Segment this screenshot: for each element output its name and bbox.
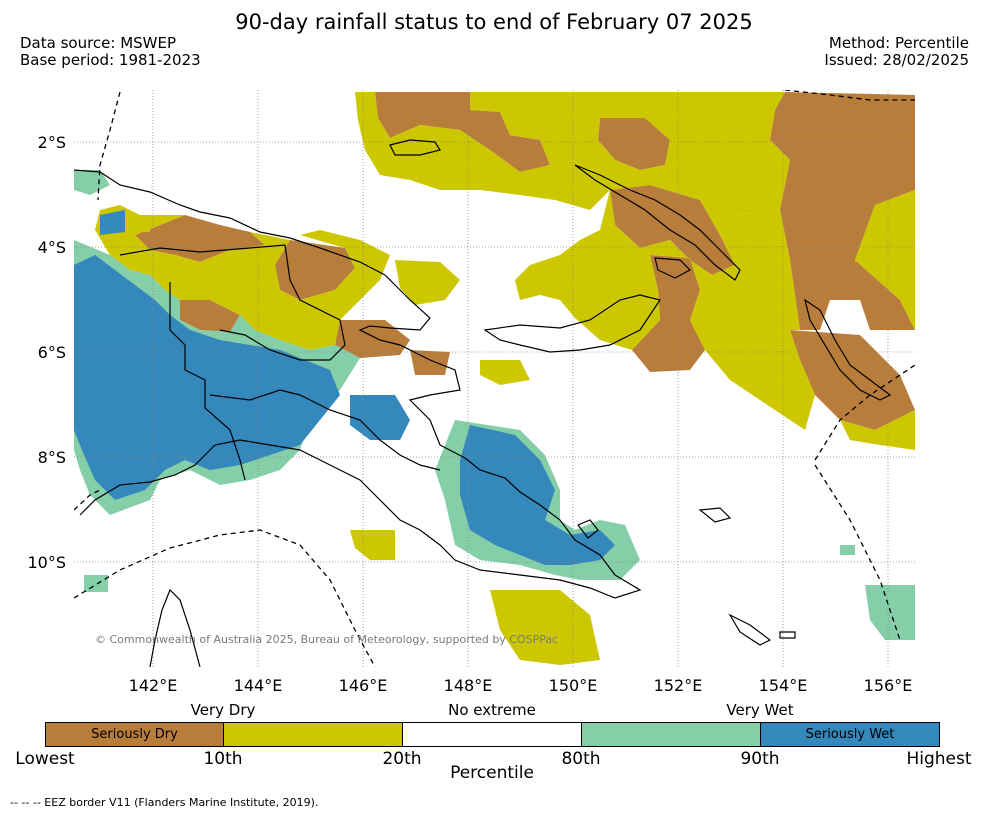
very-wet-region: [840, 545, 855, 555]
island-coast: [654, 257, 691, 279]
map-title: 90-day rainfall status to end of Februar…: [235, 10, 753, 34]
latitude-labels: 2°S 4°S 6°S 8°S 10°S: [27, 133, 66, 572]
island-coast: [577, 519, 599, 539]
issued-date: Issued: 28/02/2025: [824, 51, 969, 69]
seriously-dry-region: [790, 330, 915, 430]
rainfall-field: [74, 92, 915, 665]
province-border: [119, 244, 346, 361]
colorbar-tick: Highest: [906, 749, 972, 769]
very-wet-region: [74, 170, 110, 195]
colorbar-tick: 80th: [561, 749, 601, 769]
new-britain-coast: [483, 294, 661, 353]
legend-category-no-extreme: No extreme: [448, 701, 536, 719]
lat-label: 8°S: [38, 448, 66, 467]
lat-label: 4°S: [38, 238, 66, 257]
seriously-dry-region: [375, 92, 550, 172]
seriously-wet-region: [460, 425, 615, 565]
island-coast: [698, 507, 732, 523]
lon-label: 146°E: [339, 676, 388, 695]
very-dry-region: [855, 190, 915, 330]
coastlines: [74, 139, 892, 667]
data-source: Data source: MSWEP: [20, 34, 177, 52]
colorbar-segment-no-extreme: [403, 723, 582, 746]
colorbar: Seriously Dry Seriously Wet: [45, 722, 940, 747]
metadata-right: Method: Percentile Issued: 28/02/2025: [824, 35, 969, 69]
island-coast: [728, 613, 772, 646]
colorbar-tick: 90th: [740, 749, 780, 769]
very-dry-region: [350, 530, 395, 560]
png-border: [169, 282, 246, 481]
colorbar-title: Percentile: [450, 763, 534, 783]
very-wet-region: [84, 575, 108, 592]
lat-label: 10°S: [27, 553, 66, 572]
very-dry-region: [120, 218, 150, 232]
seriously-dry-region: [180, 300, 240, 332]
lon-label: 144°E: [234, 676, 283, 695]
seriously-wet-region: [100, 210, 125, 235]
very-dry-region: [490, 590, 600, 665]
manus-coast: [389, 139, 441, 156]
very-dry-region: [355, 92, 790, 235]
eez-border: [74, 90, 915, 667]
very-dry-region: [840, 410, 915, 450]
lat-label: 2°S: [38, 133, 66, 152]
seriously-dry-region: [770, 92, 915, 330]
colorbar-segment-very-wet: [582, 723, 761, 746]
lon-label: 148°E: [444, 676, 493, 695]
colorbar-segment-label: Seriously Wet: [805, 727, 895, 742]
method: Method: Percentile: [828, 34, 969, 52]
eez-footnote: -- -- -- EEZ border V11 (Flanders Marine…: [10, 796, 319, 809]
colorbar-segment-very-dry: [224, 723, 403, 746]
very-dry-region: [515, 190, 815, 430]
longitude-labels: 142°E 144°E 146°E 148°E 150°E 152°E 154°…: [129, 676, 913, 695]
legend-category-very-wet: Very Wet: [726, 701, 794, 719]
very-dry-region: [395, 260, 460, 305]
lon-label: 152°E: [654, 676, 703, 695]
very-wet-region: [865, 585, 915, 640]
new-ireland-coast: [574, 164, 741, 281]
bougainville-coast: [804, 298, 892, 401]
colorbar-tick: 20th: [382, 749, 422, 769]
seriously-dry-region: [410, 350, 450, 375]
gridlines: [74, 90, 915, 667]
lon-label: 142°E: [129, 676, 178, 695]
colorbar-tick: Lowest: [15, 749, 75, 769]
seriously-dry-region: [598, 118, 670, 170]
lon-label: 154°E: [759, 676, 808, 695]
lon-label: 150°E: [549, 676, 598, 695]
lon-label: 156°E: [864, 676, 913, 695]
seriously-dry-region: [632, 255, 705, 372]
colorbar-tick: 10th: [203, 749, 243, 769]
copyright-notice: © Commonwealth of Australia 2025, Bureau…: [95, 633, 559, 646]
lat-label: 6°S: [38, 343, 66, 362]
seriously-wet-region: [350, 395, 410, 440]
very-dry-region: [480, 360, 530, 385]
metadata-left: Data source: MSWEP Base period: 1981-202…: [20, 35, 201, 69]
legend-category-very-dry: Very Dry: [190, 701, 256, 719]
province-border: [209, 389, 441, 471]
colorbar-segment-seriously-wet: Seriously Wet: [761, 723, 939, 746]
very-dry-region: [95, 205, 390, 350]
island-coast: [779, 631, 796, 639]
seriously-wet-region: [74, 255, 340, 500]
colorbar-segment-label: Seriously Dry: [91, 727, 178, 742]
colorbar-segment-seriously-dry: Seriously Dry: [46, 723, 224, 746]
seriously-dry-region: [275, 240, 355, 300]
australia-coast: [149, 588, 201, 667]
base-period: Base period: 1981-2023: [20, 51, 201, 69]
seriously-dry-region: [135, 215, 265, 262]
seriously-dry-region: [335, 320, 410, 358]
new-guinea-north-coast: [74, 169, 642, 599]
rainfall-map: 2°S 4°S 6°S 8°S 10°S 142°E 144°E 146°E 1…: [27, 90, 915, 695]
